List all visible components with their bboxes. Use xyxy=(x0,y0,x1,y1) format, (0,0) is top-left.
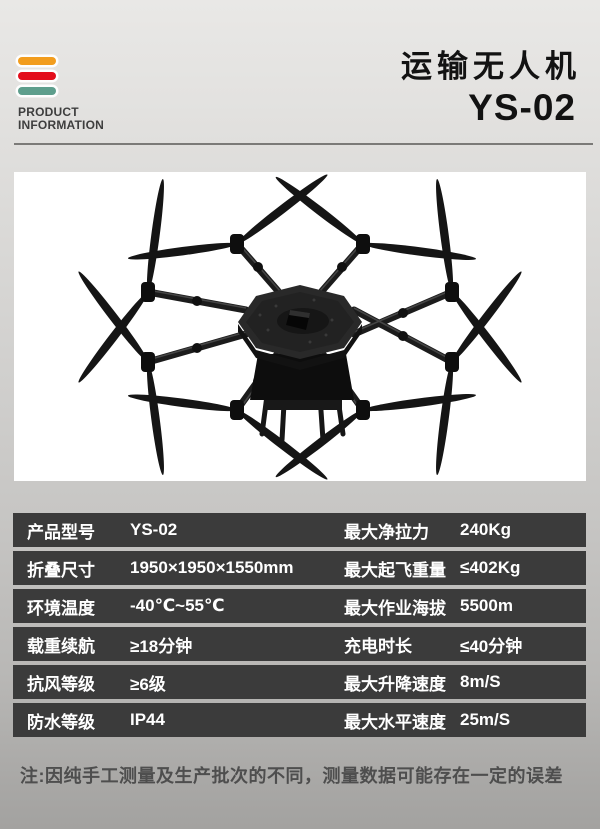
spec-row-temperature: 环境温度 -40℃~55℃ 最大作业海拔 5500m xyxy=(13,589,586,623)
product-image-box xyxy=(14,172,586,481)
spec-label: 最大作业海拔 xyxy=(344,598,446,618)
brand-text-line1: PRODUCT xyxy=(18,105,79,119)
brand-text-line2: INFORMATION xyxy=(18,118,104,132)
spec-label: 载重续航 xyxy=(27,636,95,656)
spec-value: YS-02 xyxy=(130,520,178,539)
brand-logo: PRODUCT INFORMATION xyxy=(18,57,104,132)
spec-label: 折叠尺寸 xyxy=(27,560,95,580)
spec-value: ≥18分钟 xyxy=(130,636,193,656)
spec-label: 产品型号 xyxy=(27,522,95,542)
spec-value: ≥6级 xyxy=(130,674,166,694)
spec-table: 产品型号 YS-02 最大净拉力 240Kg 折叠尺寸 1950×1950×15… xyxy=(13,513,586,741)
spec-row-fold-size: 折叠尺寸 1950×1950×1550mm 最大起飞重量 ≤402Kg xyxy=(13,551,586,585)
spec-row-waterproof: 防水等级 IP44 最大水平速度 25m/S xyxy=(13,703,586,737)
spec-value: -40℃~55℃ xyxy=(130,596,225,615)
brand-text: PRODUCT INFORMATION xyxy=(18,106,104,132)
logo-bar-red xyxy=(18,72,56,80)
product-model: YS-02 xyxy=(468,87,576,128)
spec-value: 1950×1950×1550mm xyxy=(130,558,294,577)
spec-row-endurance: 载重续航 ≥18分钟 充电时长 ≤40分钟 xyxy=(13,627,586,661)
spec-value: 25m/S xyxy=(460,710,511,729)
spec-row-model: 产品型号 YS-02 最大净拉力 240Kg xyxy=(13,513,586,547)
spec-label: 最大水平速度 xyxy=(344,712,446,732)
logo-bar-orange xyxy=(18,57,56,65)
spec-value: 240Kg xyxy=(460,520,512,539)
logo-bar-teal xyxy=(18,87,56,95)
header-titles: 运输无人机 YS-02 xyxy=(401,48,576,130)
drone-image xyxy=(78,174,522,480)
spec-label: 最大起飞重量 xyxy=(344,560,446,580)
spec-row-wind-rating: 抗风等级 ≥6级 最大升降速度 8m/S xyxy=(13,665,586,699)
spec-label: 充电时长 xyxy=(344,636,412,656)
spec-value: 8m/S xyxy=(460,672,501,691)
measurement-note: 注:因纯手工测量及生产批次的不同，测量数据可能存在一定的误差 xyxy=(20,766,563,786)
spec-label: 环境温度 xyxy=(27,598,95,618)
spec-label: 最大净拉力 xyxy=(344,522,429,542)
product-title: 运输无人机 xyxy=(401,49,581,84)
spec-label: 抗风等级 xyxy=(27,674,95,694)
spec-label: 最大升降速度 xyxy=(344,674,446,694)
spec-value: 5500m xyxy=(460,596,513,615)
spec-value: ≤40分钟 xyxy=(460,636,523,656)
spec-value: IP44 xyxy=(130,710,165,729)
spec-value: ≤402Kg xyxy=(460,558,521,577)
header-divider xyxy=(14,143,593,145)
spec-label: 防水等级 xyxy=(27,712,95,732)
